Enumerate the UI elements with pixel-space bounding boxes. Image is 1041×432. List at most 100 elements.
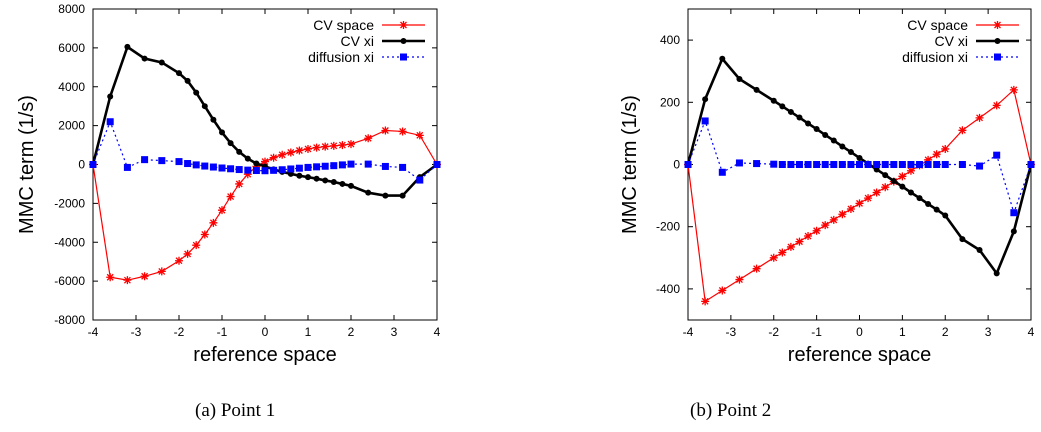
x-axis-label: reference space	[788, 344, 931, 366]
data-point-cv-space	[881, 183, 890, 192]
data-point-diffusion-xi	[804, 161, 812, 168]
data-point-diffusion-xi	[304, 163, 312, 171]
data-point-diffusion-xi	[813, 161, 821, 168]
data-point-cv-xi	[805, 120, 812, 127]
data-point-cv-space	[140, 272, 149, 281]
data-point-cv-xi	[702, 96, 709, 103]
data-point-diffusion-xi	[976, 162, 984, 170]
series-cv-space	[89, 126, 441, 285]
x-tick-label: 4	[1028, 325, 1035, 339]
legend-marker-cv-space	[399, 21, 408, 29]
data-point-diffusion-xi	[941, 161, 949, 168]
data-point-diffusion-xi	[718, 168, 726, 176]
y-tick-label: 6000	[58, 41, 85, 55]
data-point-cv-space	[123, 276, 132, 285]
data-point-cv-space	[932, 150, 941, 159]
data-point-cv-xi	[158, 59, 165, 66]
data-point-cv-xi	[141, 55, 148, 62]
data-point-cv-xi	[296, 172, 303, 179]
data-point-cv-xi	[736, 75, 743, 82]
x-tick-label: 1	[899, 325, 906, 339]
data-point-diffusion-xi	[364, 160, 372, 168]
data-point-cv-xi	[219, 129, 225, 136]
data-point-diffusion-xi	[1010, 209, 1018, 217]
chart-b: -4 -3 -2 -1 0 1 2 3 4 -400 -200 0 200 400 reference sp…	[619, 8, 1035, 366]
data-point-cv-space	[235, 179, 244, 188]
data-point-diffusion-xi	[209, 163, 217, 171]
data-point-diffusion-xi	[123, 163, 131, 171]
legend-label-cv-space: CV space	[907, 17, 968, 33]
data-point-diffusion-xi	[890, 161, 898, 168]
data-point-cv-space	[718, 286, 727, 295]
data-point-diffusion-xi	[924, 161, 932, 168]
chart-panel-b: -4 -3 -2 -1 0 1 2 3 4 -400 -200 0 200 400 reference sp…	[521, 0, 1041, 432]
data-point-diffusion-xi	[873, 161, 881, 168]
y-tick-label: -2000	[54, 196, 85, 210]
data-point-cv-space	[209, 218, 218, 227]
y-tick-label: -4000	[54, 235, 85, 249]
x-tick-label: -4	[683, 325, 694, 339]
data-point-cv-xi	[124, 43, 131, 50]
data-point-cv-xi	[227, 140, 234, 147]
data-point-cv-xi	[822, 131, 829, 138]
data-point-cv-xi	[847, 149, 854, 156]
data-point-cv-space	[106, 273, 115, 282]
x-tick-label: 1	[305, 325, 312, 339]
data-point-cv-xi	[933, 206, 940, 213]
data-point-cv-xi	[942, 212, 949, 219]
data-point-cv-xi	[907, 189, 914, 196]
data-point-cv-xi	[916, 195, 923, 202]
data-point-cv-space	[200, 230, 209, 239]
chart-a: -4 -3 -2 -1 0 1 2 3 4 -8000 -6000 -4000 -2000 0 2000 40…	[16, 2, 441, 366]
data-point-diffusion-xi	[201, 162, 209, 170]
data-point-cv-space	[183, 249, 192, 258]
data-point-cv-space	[338, 141, 347, 150]
data-point-cv-xi	[210, 116, 217, 123]
data-point-cv-xi	[813, 126, 820, 133]
legend-label-cv-xi: CV xi	[341, 33, 374, 49]
data-point-cv-xi	[779, 103, 786, 110]
legend-marker-cv-space	[993, 21, 1002, 29]
data-point-cv-space	[829, 215, 838, 224]
x-tick-label: -2	[174, 325, 185, 339]
data-point-cv-space	[958, 126, 967, 135]
y-tick-label: 200	[660, 95, 680, 109]
data-point-cv-space	[269, 153, 278, 162]
data-point-cv-xi	[882, 172, 889, 179]
x-tick-label: -3	[131, 325, 142, 339]
y-tick-label: -200	[656, 220, 680, 234]
data-point-cv-space	[295, 146, 304, 155]
data-point-diffusion-xi	[313, 163, 321, 171]
data-point-cv-xi	[236, 148, 243, 155]
data-point-cv-xi	[925, 200, 932, 207]
caption-b: (b) Point 2	[690, 400, 772, 421]
data-point-cv-xi	[313, 175, 320, 182]
x-tick-label: 3	[391, 325, 398, 339]
y-tick-label: 0	[673, 158, 680, 172]
data-point-cv-xi	[770, 97, 777, 104]
data-point-diffusion-xi	[735, 159, 743, 167]
data-point-cv-xi	[193, 89, 200, 96]
data-point-cv-xi	[399, 192, 406, 199]
data-point-diffusion-xi	[753, 160, 761, 168]
data-point-diffusion-xi	[830, 161, 838, 168]
data-point-diffusion-xi	[821, 161, 829, 168]
data-point-cv-space	[804, 232, 813, 241]
data-point-cv-space	[924, 155, 933, 164]
data-point-cv-space	[157, 267, 166, 276]
data-point-cv-xi	[753, 86, 760, 93]
data-point-cv-xi	[787, 108, 794, 115]
data-point-diffusion-xi	[321, 162, 329, 170]
data-point-cv-xi	[382, 192, 389, 199]
data-point-diffusion-xi	[847, 161, 855, 168]
x-tick-label: -1	[217, 325, 228, 339]
y-axis-label: MMC term (1/s)	[16, 95, 38, 234]
data-point-cv-xi	[856, 154, 863, 161]
data-point-diffusion-xi	[856, 161, 863, 168]
data-point-cv-space	[838, 210, 847, 219]
data-point-cv-space	[321, 142, 330, 151]
data-point-diffusion-xi	[244, 166, 252, 174]
data-point-cv-xi	[899, 183, 906, 190]
data-point-cv-space	[226, 192, 235, 201]
